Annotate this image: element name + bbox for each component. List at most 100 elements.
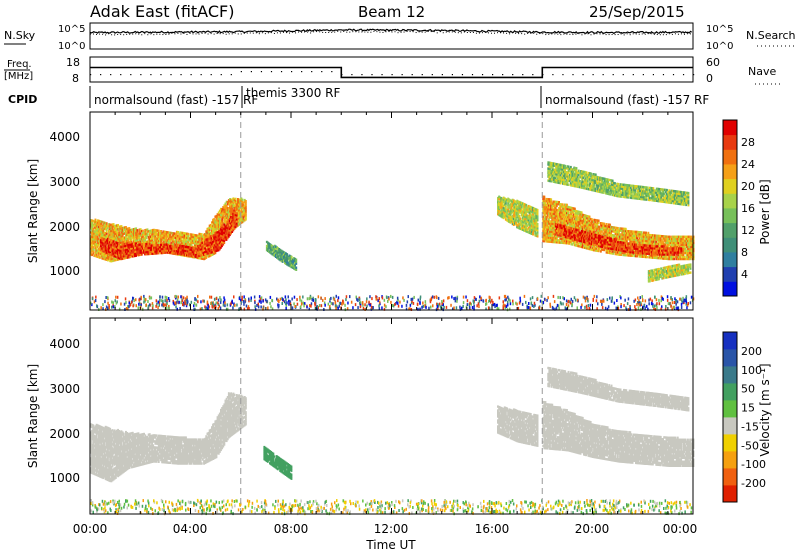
range-cell [618, 237, 620, 240]
range-cell [524, 217, 527, 220]
range-cell [169, 251, 171, 254]
range-cell [623, 251, 626, 255]
range-cell [579, 245, 582, 248]
range-cell [663, 235, 666, 238]
range-cell [217, 238, 220, 242]
range-cell [201, 247, 204, 250]
range-cell [100, 234, 103, 237]
range-cell [575, 220, 577, 223]
range-cell [204, 251, 206, 254]
range-cell [243, 200, 246, 204]
range-cell [190, 239, 193, 242]
range-cell [130, 249, 133, 252]
range-cell [511, 210, 514, 214]
range-cell [176, 252, 179, 255]
range-cell [102, 231, 105, 234]
range-cell [498, 213, 501, 217]
range-cell [191, 252, 194, 256]
range-cell [184, 251, 187, 255]
range-cell [195, 236, 197, 239]
range-cell [569, 214, 572, 217]
range-cell [230, 213, 233, 216]
range-cell [578, 241, 581, 244]
range-cell [118, 256, 120, 260]
range-cell [179, 237, 182, 240]
range-cell [569, 224, 572, 227]
range-cell [200, 246, 203, 249]
range-cell [157, 231, 160, 234]
range-cell [520, 226, 523, 229]
range-cell [566, 207, 568, 211]
range-cell [157, 248, 160, 251]
range-cell [239, 210, 242, 213]
range-cell [293, 257, 295, 260]
range-cell [566, 225, 568, 229]
range-cell [192, 253, 195, 256]
range-cell [165, 243, 168, 246]
range-cell [197, 242, 200, 246]
nsearch-dot [572, 34, 574, 36]
range-cell [237, 218, 239, 221]
range-cell [144, 245, 147, 248]
nsearch-dot [512, 32, 514, 34]
range-cell [131, 245, 134, 248]
range-cell [602, 232, 605, 235]
range-cell [182, 247, 185, 250]
range-cell [132, 246, 135, 250]
nave-dot [260, 71, 263, 73]
range-cell [659, 239, 662, 242]
range-cell [525, 214, 528, 217]
range-cell [150, 252, 153, 255]
range-cell [278, 252, 281, 255]
range-cell [613, 236, 616, 239]
range-cell [230, 205, 233, 208]
range-cell [108, 240, 110, 243]
range-cell [576, 240, 579, 243]
range-cell [504, 210, 507, 213]
range-cell [556, 202, 559, 206]
range-cell [545, 197, 548, 201]
range-cell [204, 235, 207, 238]
range-cell [124, 248, 127, 252]
range-cell [595, 223, 598, 226]
range-cell [114, 232, 117, 235]
range-cell [566, 238, 568, 241]
nsearch-dot [665, 34, 667, 36]
range-cell [238, 217, 240, 220]
range-cell [547, 236, 550, 239]
range-cell [281, 260, 284, 263]
range-cell [545, 240, 548, 243]
range-cell [213, 246, 215, 249]
range-cell [160, 236, 162, 239]
range-cell [664, 243, 667, 246]
range-cell [119, 253, 122, 256]
range-cell [280, 251, 283, 255]
range-cell [512, 217, 515, 220]
range-cell [279, 256, 282, 260]
range-cell [241, 200, 244, 203]
range-cell [664, 255, 667, 258]
range-cell [118, 225, 121, 229]
range-cell [133, 234, 135, 237]
range-cell [138, 247, 141, 251]
range-cell [290, 259, 293, 263]
range-cell [198, 257, 201, 260]
nsearch-dot [421, 31, 423, 33]
range-cell [105, 247, 108, 250]
range-cell [571, 211, 574, 214]
range-cell [208, 241, 211, 244]
range-cell [130, 240, 133, 244]
range-cell [542, 231, 545, 235]
range-cell [192, 235, 195, 239]
range-cell [208, 224, 211, 227]
range-cell [222, 243, 225, 246]
range-cell [107, 255, 109, 258]
range-cell [183, 232, 186, 235]
range-cell [550, 236, 553, 239]
range-cell [213, 240, 215, 243]
range-cell [519, 221, 522, 224]
nave-dot [622, 74, 624, 76]
nsearch-dot [325, 32, 327, 34]
range-cell [593, 246, 595, 250]
range-cell [528, 221, 531, 224]
